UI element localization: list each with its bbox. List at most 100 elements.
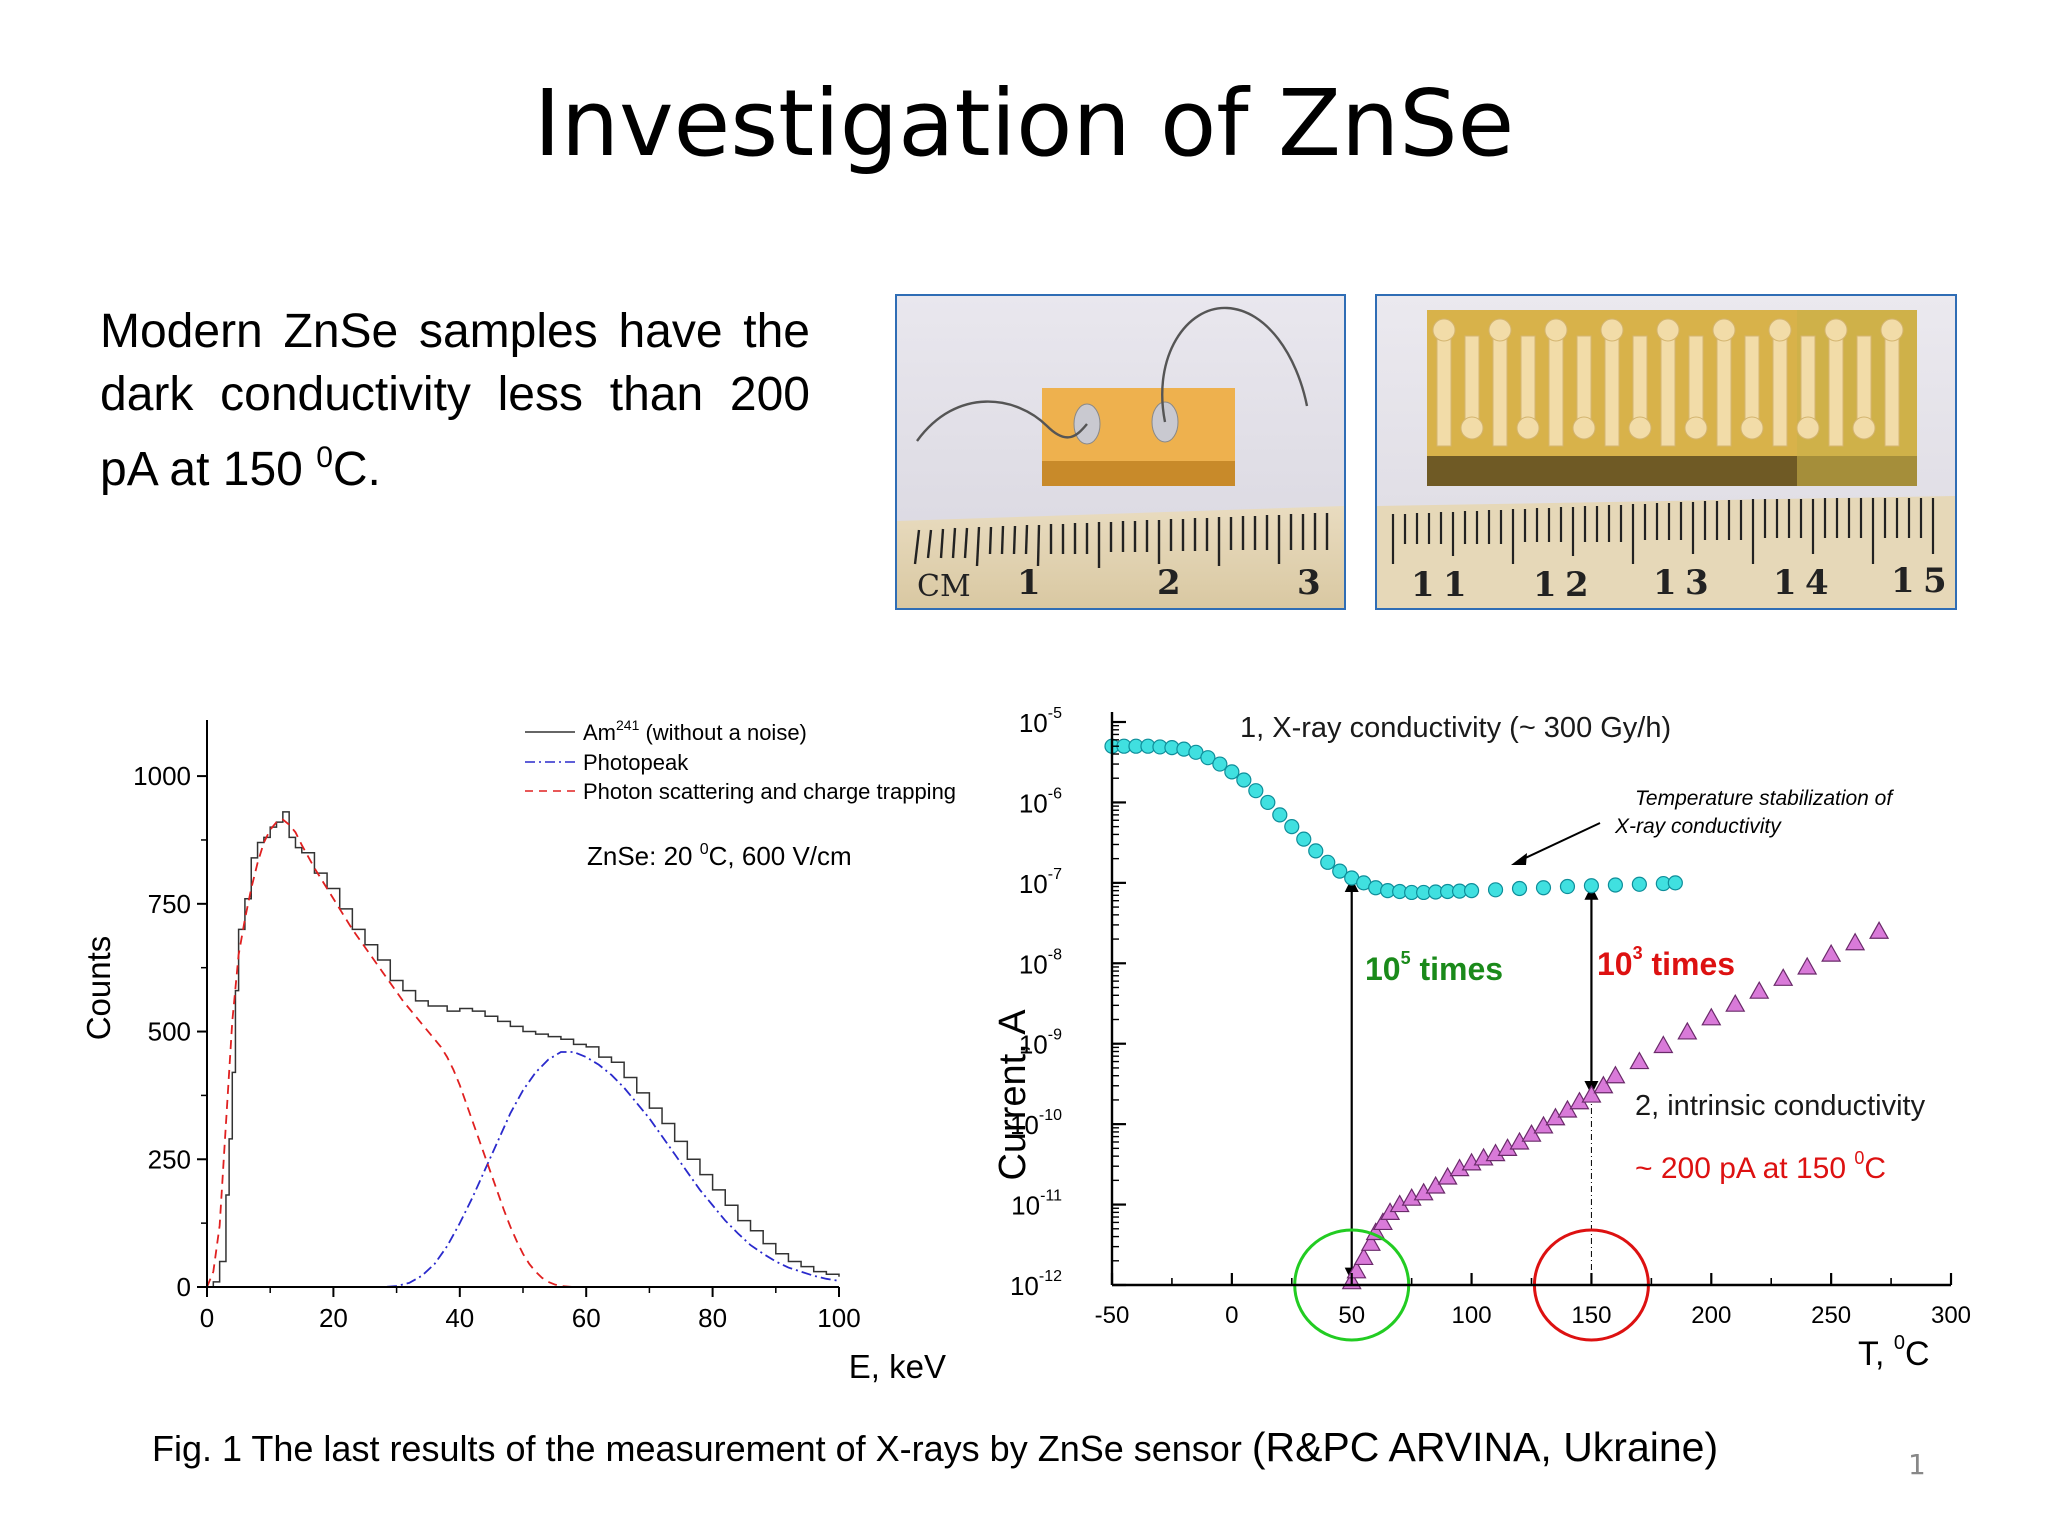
ruler-label-3: 3: [1297, 563, 1321, 603]
wire-1: [916, 400, 1088, 442]
current-y-tick-label: 10-11: [1011, 1188, 1062, 1221]
current-x-tick-label: 200: [1691, 1302, 1731, 1329]
dark-current-annotation: ~ 200 pA at 150 0C: [1635, 1148, 1886, 1185]
spectrum-x-tick-label: 20: [319, 1303, 348, 1333]
intro-text: Modern ZnSe samples have the dark conduc…: [100, 300, 810, 501]
current-series-1: [1341, 921, 1890, 1290]
ruler-label-2: 2: [1157, 563, 1181, 603]
xray-point: [1667, 875, 1683, 891]
intrinsic-point: [1821, 943, 1842, 962]
spectrum-x-tick-label: 60: [572, 1303, 601, 1333]
ruler-label-12a: 1: [1533, 565, 1557, 605]
spectrum-y-tick-label: 750: [148, 889, 191, 919]
intro-text-part1: Modern ZnSe samples have the dark conduc…: [100, 305, 810, 496]
intrinsic-point: [1593, 1075, 1614, 1094]
ruler-label-1: 1: [1017, 563, 1041, 603]
intrinsic-point: [1797, 956, 1818, 975]
stabilization-arrowhead: [1511, 853, 1527, 865]
spectrum-series-1: [207, 1051, 840, 1288]
spectrum-x-tick-label: 0: [200, 1303, 214, 1333]
xray-point: [1200, 750, 1216, 766]
ruler-ticks-right: [1391, 498, 1935, 564]
wire-2: [1161, 306, 1309, 423]
spectrum-chart: 0 20 40 60 80 100 0 250 500 750 1000 E, keV Counts…: [70, 700, 970, 1405]
intrinsic-point: [1605, 1065, 1626, 1084]
xray-point: [1607, 877, 1624, 893]
current-temperature-chart: -50 0 50 100 150 200 250 300 10-5 10-6 10-7 10-8 10-…: [975, 695, 2015, 1400]
sample-photo-contacts: CM 1 2 3: [895, 294, 1346, 610]
ruler-label-cm: CM: [917, 569, 971, 604]
current-x-tick-label: -50: [1095, 1302, 1130, 1329]
spectrum-series-0: [207, 811, 840, 1288]
xray-point: [1535, 880, 1552, 896]
xray-point: [1272, 807, 1288, 823]
spectrum-x-tick-label: 100: [817, 1303, 860, 1333]
intrinsic-point: [1773, 968, 1794, 986]
figure-caption: Fig. 1 The last results of the measureme…: [152, 1424, 1718, 1471]
current-series-0: [1104, 738, 1683, 901]
intrinsic-point: [1749, 980, 1770, 999]
spectrum-x-tick-label: 40: [445, 1303, 474, 1333]
ruler-label-14b: 4: [1805, 563, 1829, 603]
xray-point: [1296, 831, 1312, 847]
spectrum-y-tick-label: 250: [148, 1144, 191, 1174]
spectrum-x-tick-label: 80: [698, 1303, 727, 1333]
ruler-label-15a: 1: [1891, 561, 1915, 601]
ruler-label-11a: 1: [1411, 565, 1435, 605]
legend-entry-am: Am241 (without a noise): [583, 717, 807, 745]
spectrum-y-axis-label: Counts: [80, 936, 117, 1041]
xray-point: [1511, 880, 1528, 897]
ratio-label-1e3: 103 times: [1597, 943, 1735, 982]
current-plot-area: [1104, 738, 1890, 1342]
current-y-tick-label: 10-8: [1019, 946, 1062, 979]
sample-photo-strip-detector: 1 1 1 2 1 3 1 4 1 5: [1375, 294, 1957, 610]
intrinsic-point: [1869, 921, 1890, 939]
spectrum-annotation: ZnSe: 20 0C, 600 V/cm: [587, 841, 852, 871]
xray-point: [1559, 878, 1576, 895]
intrinsic-point: [1653, 1035, 1674, 1054]
current-x-tick-label: 100: [1452, 1302, 1492, 1329]
slide-title: Investigation of ZnSe: [533, 70, 1515, 177]
intrinsic-point: [1360, 1233, 1381, 1251]
legend-entry-scattering: Photon scattering and charge trapping: [583, 779, 956, 804]
current-y-tick-label: 10-10: [1010, 1107, 1062, 1140]
ruler-label-11b: 1: [1443, 565, 1467, 605]
current-y-tick-label: 10-9: [1019, 1027, 1062, 1060]
page-number: 1: [1908, 1448, 1926, 1481]
current-x-tick-label: 0: [1225, 1302, 1238, 1329]
comb-electrodes: [1432, 318, 1904, 447]
intro-text-part2: C.: [332, 443, 381, 496]
xray-point: [1224, 764, 1240, 780]
current-y-tick-label: 10-12: [1010, 1268, 1062, 1301]
current-y-tick-label: 10-6: [1019, 785, 1062, 818]
xray-point: [1320, 854, 1336, 870]
xray-point: [1463, 883, 1480, 899]
stabilization-arrow: [1518, 822, 1601, 862]
legend-entry-photopeak: Photopeak: [583, 750, 689, 775]
stabilization-note-line2: X-ray conductivity: [1614, 815, 1782, 838]
current-y-tick-label: 10-7: [1019, 866, 1062, 899]
ruler-label-13b: 3: [1685, 563, 1709, 603]
stabilization-note-line1: Temperature stabilization of: [1635, 787, 1894, 810]
intrinsic-point: [1425, 1175, 1446, 1194]
xray-point: [1284, 819, 1300, 835]
current-x-tick-label: 300: [1931, 1302, 1971, 1329]
xray-point: [1212, 756, 1228, 772]
intrinsic-point: [1725, 993, 1746, 1012]
intrinsic-point: [1845, 932, 1866, 951]
intrinsic-point: [1701, 1007, 1722, 1026]
spectrum-y-tick-label: 500: [148, 1017, 191, 1047]
xray-point: [1236, 772, 1252, 788]
ruler-ticks-left: [913, 513, 1329, 568]
ruler-label-15b: 5: [1923, 561, 1947, 601]
spectrum-plot-area: [206, 811, 840, 1288]
intrinsic-point: [1353, 1247, 1374, 1266]
xray-point: [1631, 876, 1647, 892]
spectrum-legend: Am241 (without a noise) Photopeak Photon…: [525, 717, 956, 804]
spectrum-series-2: [206, 818, 839, 1288]
intrinsic-point: [1372, 1212, 1393, 1231]
current-x-tick-label: 150: [1571, 1302, 1611, 1329]
caption-organization: (R&PC ARVINA, Ukraine): [1251, 1424, 1719, 1470]
current-x-tick-label: 250: [1811, 1302, 1851, 1329]
